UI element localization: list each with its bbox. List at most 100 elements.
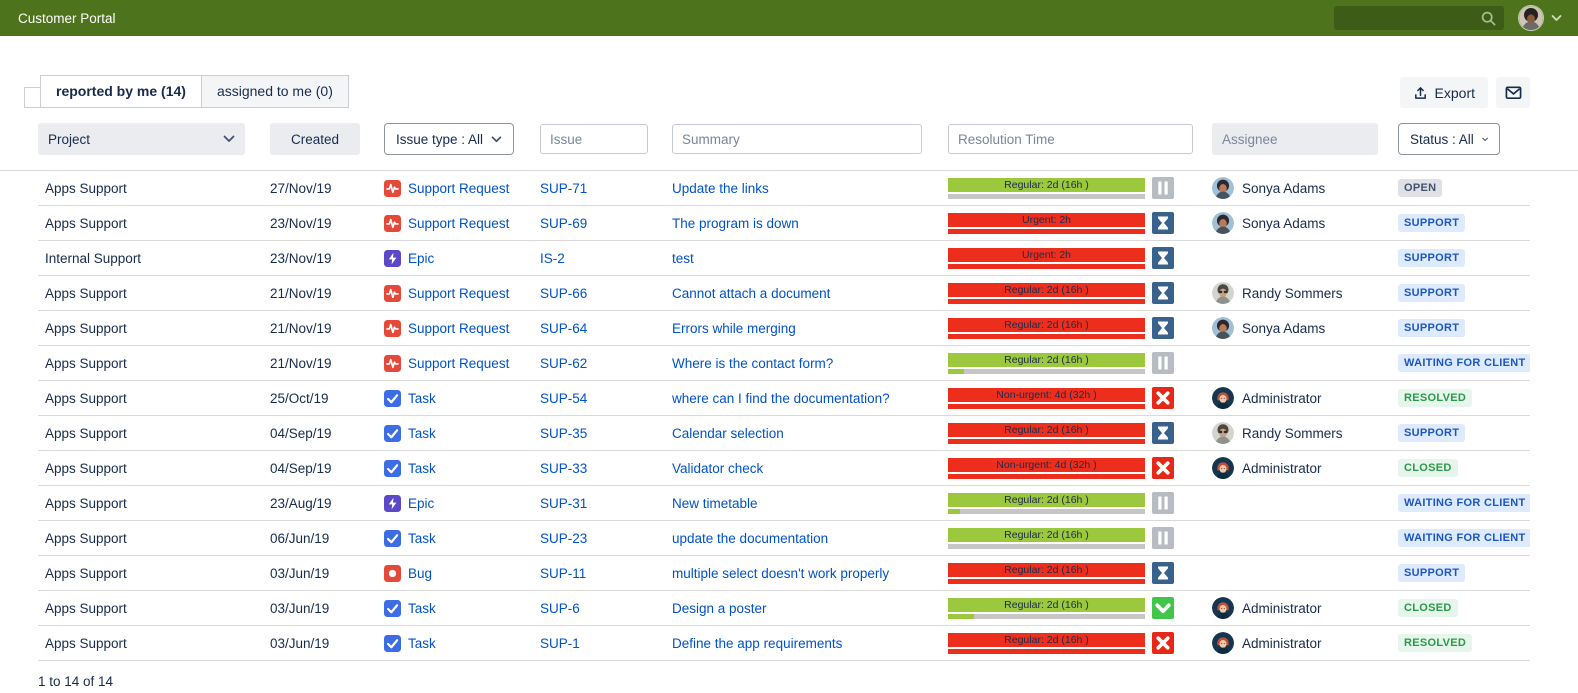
created-date-cell: 03/Jun/19	[270, 635, 330, 651]
issue-type-cell: Task	[384, 529, 540, 547]
status-badge: OPEN	[1398, 179, 1443, 197]
tab-reported-by-me[interactable]: reported by me (14)	[40, 75, 202, 108]
sla-hourglass-icon	[1152, 562, 1174, 584]
created-date-cell: 04/Sep/19	[270, 425, 332, 441]
assignee-cell: Randy Sommers	[1212, 422, 1398, 444]
export-label: Export	[1434, 84, 1475, 101]
table-row: Apps Support 03/Jun/19 Bug SUP-11 multiple s…	[38, 556, 1530, 591]
issue-key-link[interactable]: SUP-23	[540, 530, 588, 546]
issue-key-link[interactable]: SUP-64	[540, 320, 588, 336]
created-date-cell: 06/Jun/19	[270, 530, 330, 546]
task-icon	[384, 389, 401, 407]
global-search[interactable]	[1334, 6, 1504, 30]
user-avatar[interactable]	[1518, 5, 1544, 31]
assignee-name: Randy Sommers	[1242, 285, 1343, 301]
status-badge: CLOSED	[1398, 459, 1458, 477]
sla-bar-label: Regular: 2d (16h )	[948, 177, 1145, 192]
issue-key-link[interactable]: SUP-11	[540, 565, 587, 581]
search-input[interactable]	[1340, 11, 1480, 25]
created-sort-button[interactable]: Created	[270, 123, 360, 155]
issue-key-link[interactable]: SUP-33	[540, 460, 588, 476]
issue-summary-link[interactable]: The program is down	[672, 215, 799, 231]
issue-summary-link[interactable]: Cannot attach a document	[672, 285, 831, 301]
issue-table: Apps Support 27/Nov/19 Support Request SUP-…	[0, 170, 1578, 661]
issue-type-link[interactable]: Task	[408, 460, 436, 476]
issue-summary-link[interactable]: test	[672, 250, 694, 266]
sla-bar-label: Regular: 2d (16h )	[948, 282, 1145, 297]
resolution-time-widget: Non-urgent: 4d (32h )	[948, 387, 1174, 409]
sla-hourglass-icon	[1152, 212, 1174, 234]
issue-type-link[interactable]: Support Request	[408, 355, 510, 371]
status-filter-dropdown[interactable]: Status : All	[1398, 123, 1500, 155]
issue-type-filter-label: Issue type : All	[396, 131, 484, 147]
assignee-avatar	[1212, 422, 1234, 444]
issue-type-link[interactable]: Support Request	[408, 215, 510, 231]
issue-summary-link[interactable]: New timetable	[672, 495, 758, 511]
issue-type-link[interactable]: Task	[408, 530, 436, 546]
sla-check-icon	[1152, 597, 1174, 619]
resolution-time-widget: Regular: 2d (16h )	[948, 632, 1174, 654]
created-date-cell: 23/Aug/19	[270, 495, 332, 511]
issue-summary-link[interactable]: Calendar selection	[672, 425, 784, 441]
issue-type-link[interactable]: Epic	[408, 495, 435, 511]
project-cell: Internal Support	[45, 250, 142, 266]
issue-key-link[interactable]: SUP-35	[540, 425, 588, 441]
support-request-icon	[384, 214, 401, 232]
issue-summary-link[interactable]: Define the app requirements	[672, 635, 843, 651]
issue-summary-link[interactable]: multiple select doesn't work properly	[672, 565, 890, 581]
sla-hourglass-icon	[1152, 247, 1174, 269]
issue-type-link[interactable]: Task	[408, 390, 436, 406]
user-menu-chevron-down-icon[interactable]	[1551, 14, 1562, 22]
issue-summary-link[interactable]: Update the links	[672, 180, 769, 196]
project-filter-dropdown[interactable]: Project	[38, 123, 245, 155]
issue-summary-link[interactable]: Errors while merging	[672, 320, 796, 336]
issue-type-link[interactable]: Support Request	[408, 285, 510, 301]
summary-filter-input[interactable]	[672, 124, 922, 154]
issue-type-link[interactable]: Support Request	[408, 320, 510, 336]
issue-key-link[interactable]: SUP-66	[540, 285, 588, 301]
issue-type-cell: Task	[384, 634, 540, 652]
assignee-filter-input[interactable]	[1212, 123, 1378, 155]
tab-assigned-to-me[interactable]: assigned to me (0)	[201, 75, 349, 108]
issue-key-link[interactable]: SUP-69	[540, 215, 588, 231]
issue-summary-link[interactable]: where can I find the documentation?	[672, 390, 890, 406]
table-row: Apps Support 03/Jun/19 Task SUP-1 Define the…	[38, 626, 1530, 661]
status-badge: SUPPORT	[1398, 319, 1466, 337]
created-date-cell: 21/Nov/19	[270, 355, 332, 371]
resolution-time-filter-input[interactable]	[948, 124, 1193, 154]
issue-type-cell: Task	[384, 459, 540, 477]
issue-key-link[interactable]: SUP-31	[540, 495, 588, 511]
sla-bar-label: Urgent: 2h	[948, 247, 1145, 262]
issue-summary-link[interactable]: Where is the contact form?	[672, 355, 834, 371]
issue-type-link[interactable]: Task	[408, 635, 436, 651]
mail-button[interactable]	[1496, 77, 1530, 108]
issue-key-link[interactable]: SUP-6	[540, 600, 580, 616]
issue-type-link[interactable]: Support Request	[408, 180, 510, 196]
project-cell: Apps Support	[45, 215, 127, 231]
issue-type-link[interactable]: Bug	[408, 565, 433, 581]
sla-hourglass-icon	[1152, 282, 1174, 304]
issue-key-link[interactable]: SUP-62	[540, 355, 588, 371]
issue-type-link[interactable]: Task	[408, 600, 436, 616]
issue-key-link[interactable]: IS-2	[540, 250, 565, 266]
issue-type-filter-dropdown[interactable]: Issue type : All	[384, 123, 514, 155]
table-row: Apps Support 27/Nov/19 Support Request SUP-…	[38, 171, 1530, 206]
issue-summary-link[interactable]: update the documentation	[672, 530, 829, 546]
issue-filter-input[interactable]	[540, 124, 648, 154]
issue-key-link[interactable]: SUP-1	[540, 635, 580, 651]
assignee-name: Administrator	[1242, 600, 1322, 616]
issue-summary-link[interactable]: Validator check	[672, 460, 764, 476]
issue-summary-link[interactable]: Design a poster	[672, 600, 767, 616]
assignee-cell: Sonya Adams	[1212, 317, 1398, 339]
assignee-cell: Sonya Adams	[1212, 212, 1398, 234]
sla-progress-bar	[948, 333, 1145, 339]
search-icon	[1480, 10, 1497, 27]
issue-type-link[interactable]: Task	[408, 425, 436, 441]
assignee-avatar	[1212, 212, 1234, 234]
issue-key-link[interactable]: SUP-54	[540, 390, 588, 406]
issue-type-cell: Support Request	[384, 354, 540, 372]
export-button[interactable]: Export	[1399, 77, 1488, 108]
issue-type-link[interactable]: Epic	[408, 250, 435, 266]
issue-key-link[interactable]: SUP-71	[540, 180, 588, 196]
status-badge: RESOLVED	[1398, 389, 1473, 407]
